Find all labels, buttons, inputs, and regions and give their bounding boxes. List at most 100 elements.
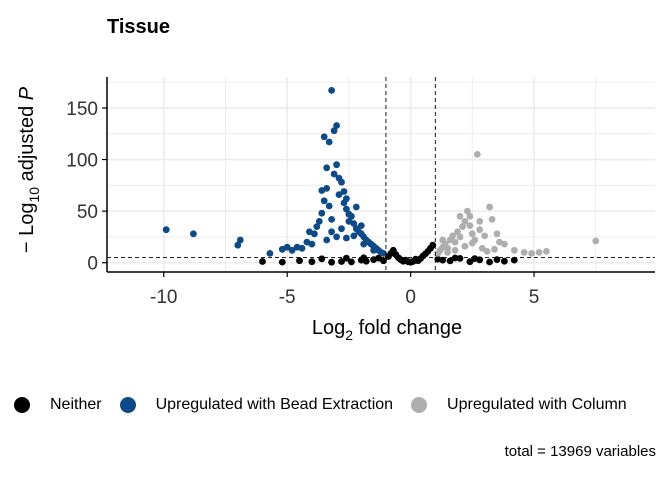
- point-series-0: [375, 254, 382, 262]
- point-series-2: [473, 151, 481, 158]
- point-series-1: [190, 230, 197, 238]
- chart-title: Tissue: [107, 16, 170, 38]
- legend-label-column: Upregulated with Column: [447, 396, 627, 413]
- point-series-0: [338, 258, 345, 265]
- point-series-1: [234, 241, 242, 249]
- y-tick-label: 50: [77, 202, 98, 223]
- point-series-0: [501, 257, 508, 265]
- legend-item-neither: Neither: [14, 396, 102, 414]
- axes: [102, 77, 655, 277]
- legend-item-column: Upregulated with Column: [411, 396, 627, 414]
- point-series-1: [357, 222, 365, 230]
- legend-swatch-column: [411, 397, 428, 413]
- y-axis-title: − Log10 adjusted P: [16, 86, 42, 253]
- y-tick-label: 150: [66, 99, 98, 120]
- point-series-2: [466, 212, 474, 220]
- point-series-1: [333, 161, 340, 169]
- point-series-2: [449, 232, 456, 240]
- point-series-2: [461, 218, 469, 225]
- point-series-1: [328, 216, 335, 223]
- point-series-2: [592, 237, 600, 245]
- legend-label-neither: Neither: [50, 396, 102, 413]
- point-series-2: [456, 212, 464, 220]
- point-series-1: [288, 246, 296, 254]
- point-series-2: [483, 248, 491, 255]
- point-series-1: [330, 170, 338, 178]
- point-series-1: [325, 138, 333, 146]
- point-series-2: [510, 246, 518, 254]
- data-points: [162, 87, 600, 266]
- point-series-2: [486, 203, 493, 211]
- point-series-1: [345, 218, 353, 225]
- point-series-0: [456, 255, 464, 262]
- point-series-0: [308, 258, 316, 266]
- point-series-1: [333, 122, 340, 129]
- point-series-2: [535, 249, 543, 256]
- point-series-0: [510, 256, 518, 264]
- point-series-1: [340, 188, 348, 195]
- point-series-1: [328, 87, 335, 94]
- x-tick-labels: -10 -5 0 5: [150, 287, 539, 308]
- point-series-1: [325, 202, 333, 210]
- point-series-0: [278, 258, 286, 266]
- caption: total = 13969 variables: [504, 443, 656, 460]
- point-series-1: [328, 228, 335, 236]
- point-series-1: [348, 212, 355, 220]
- point-series-1: [335, 191, 343, 199]
- point-series-0: [348, 258, 355, 266]
- point-series-0: [446, 257, 454, 265]
- point-series-2: [456, 233, 464, 241]
- point-series-0: [328, 258, 335, 266]
- point-series-1: [338, 225, 345, 233]
- point-series-0: [486, 258, 493, 266]
- cutoff-lines: [107, 77, 655, 272]
- point-series-1: [352, 203, 360, 211]
- x-axis-title: Log2 fold change: [312, 317, 462, 343]
- point-series-2: [476, 226, 484, 234]
- point-series-2: [451, 238, 459, 246]
- point-series-1: [343, 205, 350, 213]
- point-series-2: [454, 228, 461, 236]
- point-series-0: [429, 241, 437, 249]
- point-series-1: [236, 236, 244, 244]
- point-series-2: [468, 239, 476, 247]
- point-series-0: [259, 258, 266, 265]
- point-series-0: [471, 255, 479, 262]
- point-series-0: [451, 254, 459, 262]
- point-series-1: [320, 197, 328, 205]
- point-series-0: [296, 257, 303, 265]
- point-series-2: [491, 245, 498, 253]
- x-tick-label: 5: [529, 287, 540, 308]
- x-tick-label: -10: [150, 287, 177, 308]
- point-series-1: [278, 245, 286, 253]
- point-series-1: [320, 133, 328, 141]
- point-series-0: [360, 254, 368, 262]
- point-series-0: [380, 257, 387, 265]
- point-series-2: [496, 238, 503, 246]
- y-tick-label: 0: [87, 254, 98, 275]
- point-series-2: [451, 246, 459, 254]
- legend-swatch-bead: [119, 397, 136, 413]
- point-series-2: [478, 244, 486, 252]
- point-series-1: [343, 195, 350, 203]
- point-series-2: [528, 250, 535, 257]
- point-series-1: [313, 223, 321, 231]
- point-series-1: [323, 236, 331, 244]
- point-series-2: [439, 236, 447, 244]
- point-series-0: [318, 255, 326, 263]
- point-series-1: [306, 228, 313, 236]
- point-series-2: [444, 249, 451, 256]
- point-series-1: [315, 218, 323, 225]
- point-series-1: [308, 240, 316, 248]
- point-series-1: [330, 127, 338, 135]
- point-series-1: [343, 234, 350, 242]
- point-series-1: [293, 243, 301, 251]
- point-series-2: [466, 222, 474, 230]
- legend-label-bead: Upregulated with Bead Extraction: [155, 396, 394, 413]
- point-series-1: [350, 232, 358, 240]
- point-series-1: [162, 226, 170, 234]
- point-series-1: [333, 233, 340, 241]
- point-series-2: [481, 232, 489, 240]
- point-series-1: [370, 246, 377, 254]
